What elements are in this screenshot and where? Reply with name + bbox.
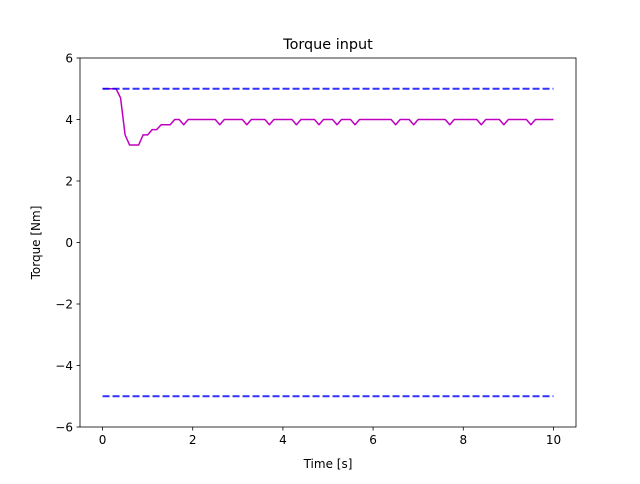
plot-area: [102, 87, 554, 398]
x-tick-label: 0: [99, 433, 107, 447]
y-tick-label: −4: [55, 359, 73, 373]
y-tick-label: 4: [65, 113, 73, 127]
x-tick-label: 6: [369, 433, 377, 447]
x-tick-label: 2: [189, 433, 197, 447]
x-axis-label: Time [s]: [303, 457, 353, 471]
y-tick-label: 2: [65, 175, 73, 189]
y-tick-label: −2: [55, 298, 73, 312]
x-axis-ticks: 0 2 4 6 8 10: [99, 427, 561, 447]
y-axis-label: Torque [Nm]: [29, 206, 43, 281]
series-signal-line: [102, 88, 554, 146]
y-tick-label: 6: [65, 52, 73, 66]
y-tick-label: 0: [65, 236, 73, 250]
y-tick-label: −6: [55, 421, 73, 435]
x-tick-label: 8: [459, 433, 467, 447]
y-axis-ticks: −6 −4 −2 0 2 4 6: [55, 52, 80, 435]
x-tick-label: 4: [279, 433, 287, 447]
x-tick-label: 10: [546, 433, 561, 447]
chart-title: Torque input: [282, 37, 373, 53]
